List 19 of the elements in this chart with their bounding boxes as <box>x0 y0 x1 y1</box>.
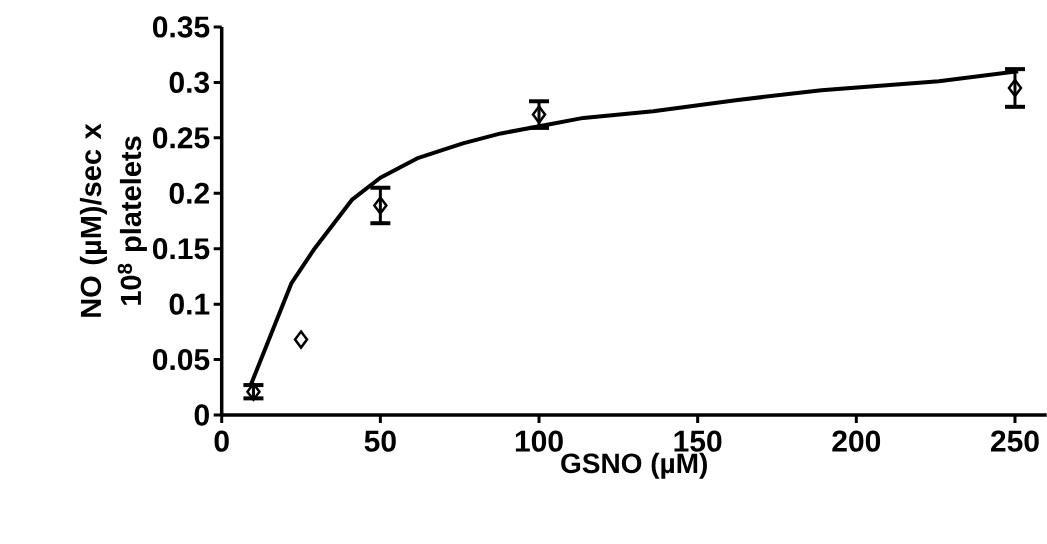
y-tick-label: 0.25 <box>152 127 210 149</box>
point <box>531 105 547 124</box>
point <box>373 196 388 215</box>
x-tick-label: 0 <box>214 430 229 452</box>
point <box>293 330 309 349</box>
y-tick-label: 0 <box>194 404 209 426</box>
x-tick-label: 150 <box>674 430 722 452</box>
y-tick-label: 0.3 <box>169 71 210 94</box>
y-tick-label: 0.1 <box>169 293 210 315</box>
y-tick-label: 0.35 <box>152 16 210 38</box>
y-tick-label: 0.2 <box>169 182 209 204</box>
x-tick-label: 100 <box>515 430 563 452</box>
y-tick-label: 0.15 <box>152 238 210 260</box>
x-tick-label: 200 <box>832 430 881 452</box>
x-tick-label: 250 <box>990 430 1039 452</box>
x-axis-title: GSNO (µM) <box>561 452 707 479</box>
point <box>1007 78 1023 98</box>
x-tick-label: 50 <box>364 430 396 452</box>
y-tick-label: 0.05 <box>152 348 210 371</box>
